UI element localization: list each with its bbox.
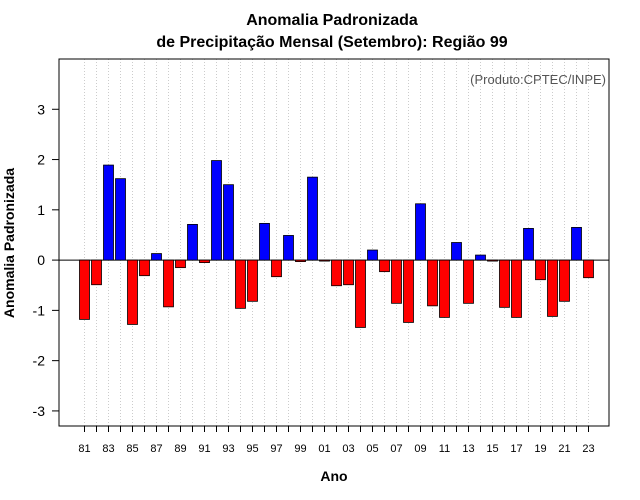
bar-04 [355, 259, 366, 328]
bar-01 [319, 259, 330, 262]
bar-03 [343, 259, 354, 286]
bar-07 [391, 259, 402, 304]
bar-86 [139, 259, 150, 277]
y-tick-label: 2 [37, 152, 45, 168]
x-tick-label: 83 [102, 443, 114, 455]
bar-15 [487, 259, 498, 262]
bar-00 [307, 176, 318, 261]
x-tick-label: 05 [366, 443, 378, 455]
bar-99 [295, 259, 306, 263]
bar-12 [451, 242, 462, 261]
bar-89 [175, 259, 186, 269]
y-tick-label: -2 [33, 353, 46, 369]
x-tick-label: 09 [414, 443, 426, 455]
bar-88 [163, 259, 174, 308]
bar-05 [367, 249, 378, 261]
x-tick-label: 17 [510, 443, 522, 455]
x-axis-label: Ano [320, 468, 347, 484]
bar-11 [439, 259, 450, 318]
bar-17 [511, 259, 522, 318]
x-tick-label: 89 [174, 443, 186, 455]
x-tick-label: 23 [582, 443, 594, 455]
x-tick-label: 91 [198, 443, 210, 455]
x-tick-label: 21 [558, 443, 570, 455]
y-tick-label: 1 [37, 202, 45, 218]
bar-82 [91, 259, 102, 286]
y-tick-label: 0 [37, 252, 45, 268]
bar-23 [583, 259, 594, 279]
bar-18 [523, 228, 534, 261]
bar-14 [475, 254, 486, 261]
bar-21 [559, 259, 570, 302]
bar-95 [247, 259, 258, 302]
bar-19 [535, 259, 546, 281]
bar-84 [115, 178, 126, 261]
y-tick-label: -1 [33, 302, 46, 318]
x-tick-label: 87 [150, 443, 162, 455]
x-tick-label: 99 [294, 443, 306, 455]
bar-98 [283, 235, 294, 261]
bar-96 [259, 222, 270, 261]
x-tick-label: 15 [486, 443, 498, 455]
x-tick-label: 03 [342, 443, 354, 455]
bar-92 [211, 160, 222, 261]
y-axis: -3 -2 -1 0 1 2 3 [33, 101, 59, 419]
bar-02 [331, 259, 342, 287]
bar-22 [571, 227, 582, 261]
bar-93 [223, 184, 234, 261]
x-tick-label: 07 [390, 443, 402, 455]
x-tick-label: 95 [246, 443, 258, 455]
plot-frame [58, 58, 610, 427]
x-tick-label: 85 [126, 443, 138, 455]
y-tick-label: 3 [37, 101, 45, 117]
bar-16 [499, 259, 510, 308]
chart-title-line1: Anomalia Padronizada [246, 12, 418, 29]
bar-91 [199, 259, 210, 264]
chart-title-line2: de Precipitação Mensal (Setembro): Regiã… [156, 34, 507, 51]
x-tick-label: 01 [318, 443, 330, 455]
x-tick-label: 11 [439, 443, 450, 455]
x-axis: 81 83 85 87 89 91 93 95 97 99 01 03 05 07 09 11 13 15 17 19… [78, 426, 595, 455]
grid-lines [84, 59, 589, 426]
bar-10 [427, 259, 438, 307]
x-tick-label: 93 [222, 443, 234, 455]
bar-13 [463, 259, 474, 304]
bar-87 [151, 253, 162, 261]
x-tick-label: 97 [270, 443, 282, 455]
bar-85 [127, 259, 138, 325]
bar-81 [79, 259, 90, 320]
bar-83 [103, 164, 114, 261]
bar-06 [379, 259, 390, 273]
bar-20 [547, 259, 558, 317]
bar-90 [187, 224, 198, 261]
bar-08 [403, 259, 414, 323]
credit-label: (Produto:CPTEC/INPE) [470, 72, 606, 87]
y-tick-label: -3 [33, 403, 46, 419]
bar-97 [271, 259, 282, 278]
bars [79, 160, 594, 328]
y-axis-label: Anomalia Padronizada [1, 168, 17, 318]
bar-94 [235, 259, 246, 309]
x-tick-label: 81 [78, 443, 90, 455]
bar-09 [415, 203, 426, 261]
x-tick-label: 19 [534, 443, 546, 455]
x-tick-label: 13 [462, 443, 474, 455]
